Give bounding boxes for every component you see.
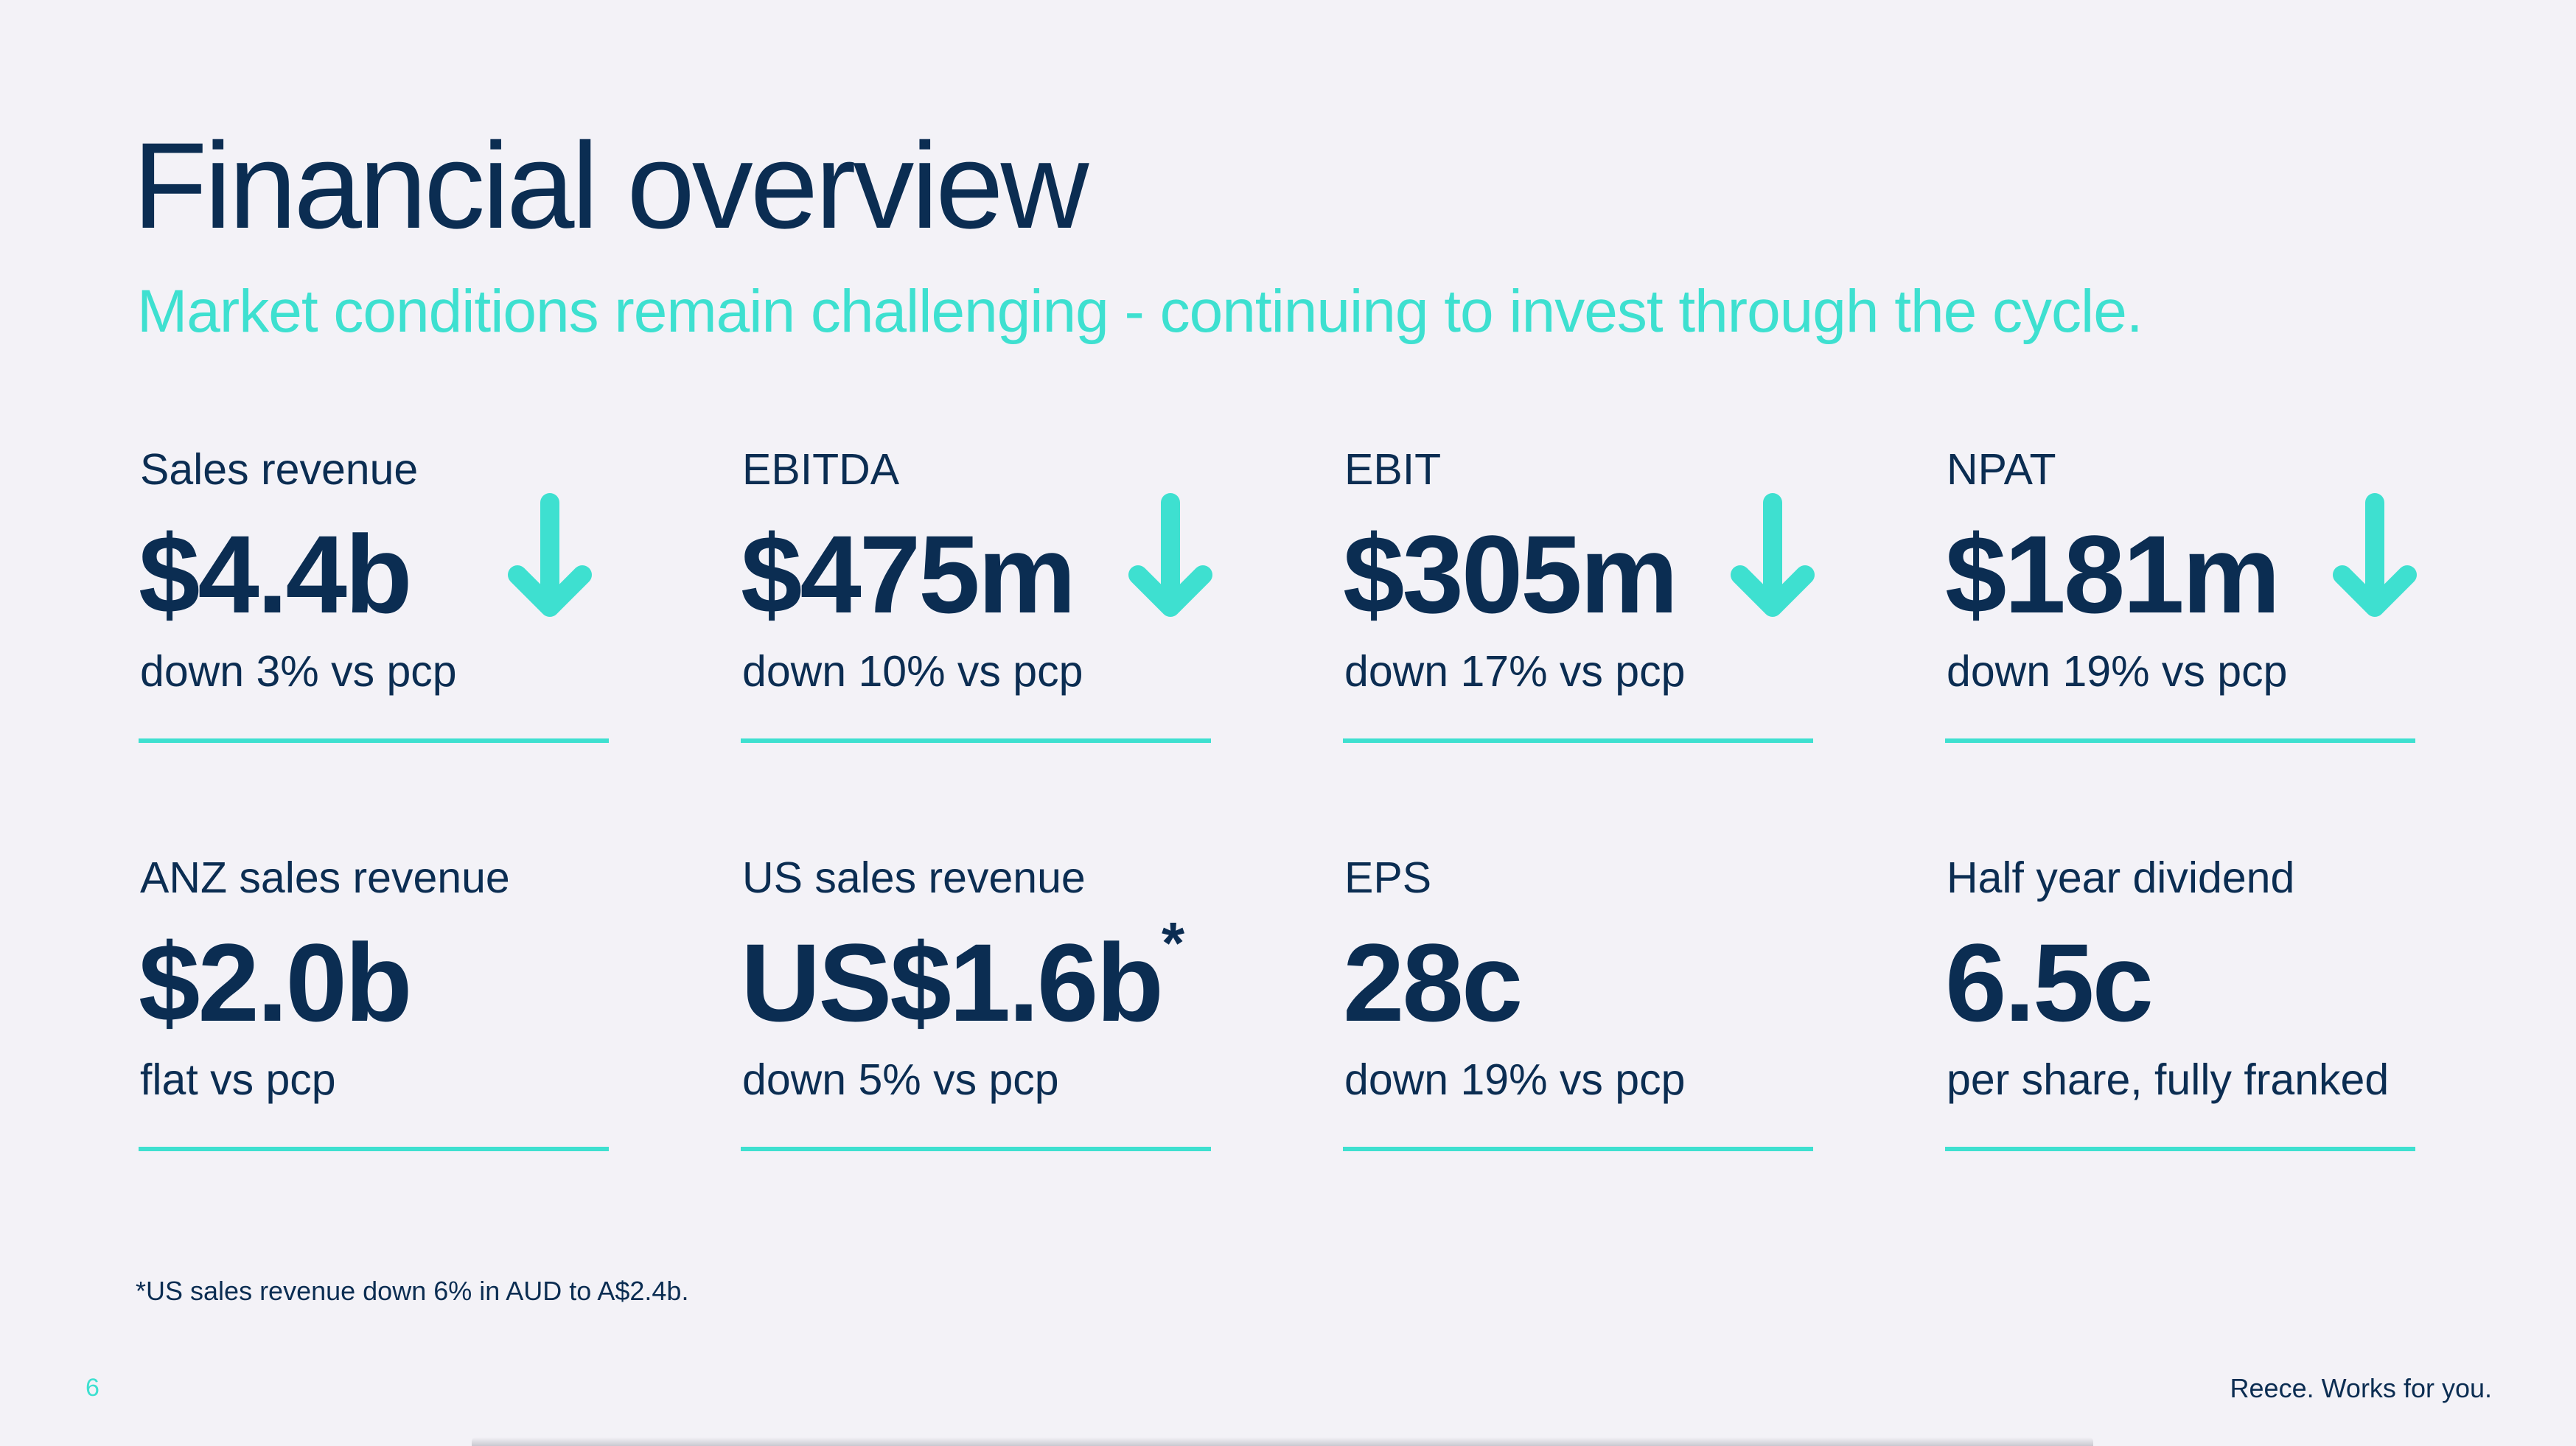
metric-label: NPAT [1947,445,2056,494]
metric-label: Sales revenue [140,445,419,494]
metric-value: $305m [1343,512,1678,636]
page-title: Financial overview [133,118,1089,254]
metric-label: EBITDA [742,445,900,494]
metric-label: EPS [1344,853,1432,902]
divider-line [1945,738,2415,743]
metric-note: flat vs pcp [140,1055,336,1104]
metric-card-ebit: EBIT $305m down 17% vs pcp [1343,448,1815,743]
metric-label: Half year dividend [1947,853,2295,902]
divider-line [1945,1147,2415,1151]
page-subtitle: Market conditions remain challenging - c… [137,278,2143,345]
metric-value: 28c [1343,921,1523,1044]
metric-value-wrap: US$1.6b* [741,914,1184,1038]
metric-note: down 3% vs pcp [140,647,457,696]
metric-card-eps: EPS 28c down 19% vs pcp [1343,856,1815,1151]
arrow-down-icon [508,493,592,617]
footnote-marker: * [1161,910,1185,976]
metric-label: ANZ sales revenue [140,853,510,902]
arrow-down-icon [1731,493,1815,617]
metric-note: down 19% vs pcp [1344,1055,1686,1104]
bottom-edge-shadow [472,1437,2093,1446]
metric-label: US sales revenue [742,853,1086,902]
footnote: *US sales revenue down 6% in AUD to A$2.… [136,1276,689,1306]
metric-note: down 5% vs pcp [742,1055,1059,1104]
metric-label: EBIT [1344,445,1442,494]
metric-note: per share, fully franked [1947,1055,2390,1104]
metric-value: 6.5c [1945,921,2154,1044]
metric-card-half-year-dividend: Half year dividend 6.5c per share, fully… [1945,856,2417,1151]
page-number: 6 [85,1374,100,1402]
metric-value: $2.0b [139,921,413,1044]
divider-line [139,738,609,743]
metric-card-npat: NPAT $181m down 19% vs pcp [1945,448,2417,743]
metric-value: $4.4b [139,512,413,636]
divider-line [1343,1147,1813,1151]
arrow-down-icon [1128,493,1212,617]
metric-card-sales-revenue: Sales revenue $4.4b down 3% vs pcp [139,448,610,743]
metric-card-ebitda: EBITDA $475m down 10% vs pcp [741,448,1212,743]
divider-line [741,738,1211,743]
metric-value: $475m [741,512,1076,636]
metric-card-us-sales-revenue: US sales revenue US$1.6b* down 5% vs pcp [741,856,1212,1151]
divider-line [741,1147,1211,1151]
divider-line [1343,738,1813,743]
arrow-down-icon [2333,493,2417,617]
metric-value: $181m [1945,512,2280,636]
divider-line [139,1147,609,1151]
metric-value: US$1.6b [741,921,1164,1044]
metric-note: down 19% vs pcp [1947,647,2288,696]
metric-card-anz-sales-revenue: ANZ sales revenue $2.0b flat vs pcp [139,856,610,1151]
metric-note: down 17% vs pcp [1344,647,1686,696]
metric-note: down 10% vs pcp [742,647,1083,696]
brand-tagline: Reece. Works for you. [2230,1373,2492,1403]
